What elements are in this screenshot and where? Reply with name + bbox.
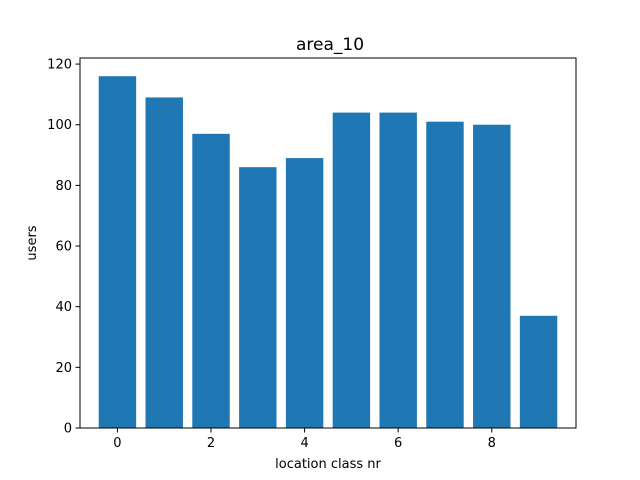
bar-9 — [519, 315, 558, 428]
x-tick-label-0: 0 — [113, 436, 121, 451]
y-tick-label-0: 0 — [64, 422, 72, 437]
bar-6 — [379, 112, 417, 429]
y-tick-label-120: 120 — [47, 58, 72, 73]
bar-1 — [145, 97, 183, 428]
bar-5 — [332, 112, 371, 429]
bar-7 — [426, 121, 464, 428]
bar-8 — [473, 124, 511, 428]
chart-title: area_10 — [296, 35, 364, 55]
y-tick-label-40: 40 — [55, 300, 72, 315]
y-tick-label-20: 20 — [55, 361, 72, 376]
x-tick-label-4: 4 — [300, 436, 308, 451]
y-tick-label-100: 100 — [47, 118, 72, 133]
x-tick-label-6: 6 — [394, 436, 402, 451]
bar-2 — [192, 133, 230, 428]
y-tick-label-80: 80 — [55, 179, 72, 194]
bar-0 — [98, 76, 137, 429]
bar-3 — [239, 167, 277, 428]
x-tick-label-2: 2 — [207, 436, 215, 451]
bars-layer — [98, 76, 558, 429]
y-axis-label: users — [25, 225, 40, 260]
y-axis-ticks: 0 20 40 60 80 100 120 — [47, 58, 80, 437]
bar-4 — [285, 158, 324, 428]
plot-frame — [79, 57, 577, 429]
x-tick-label-8: 8 — [488, 436, 496, 451]
x-axis-ticks: 0 2 4 6 8 — [113, 428, 496, 451]
y-tick-label-60: 60 — [55, 240, 72, 255]
x-axis-label: location class nr — [275, 457, 381, 472]
